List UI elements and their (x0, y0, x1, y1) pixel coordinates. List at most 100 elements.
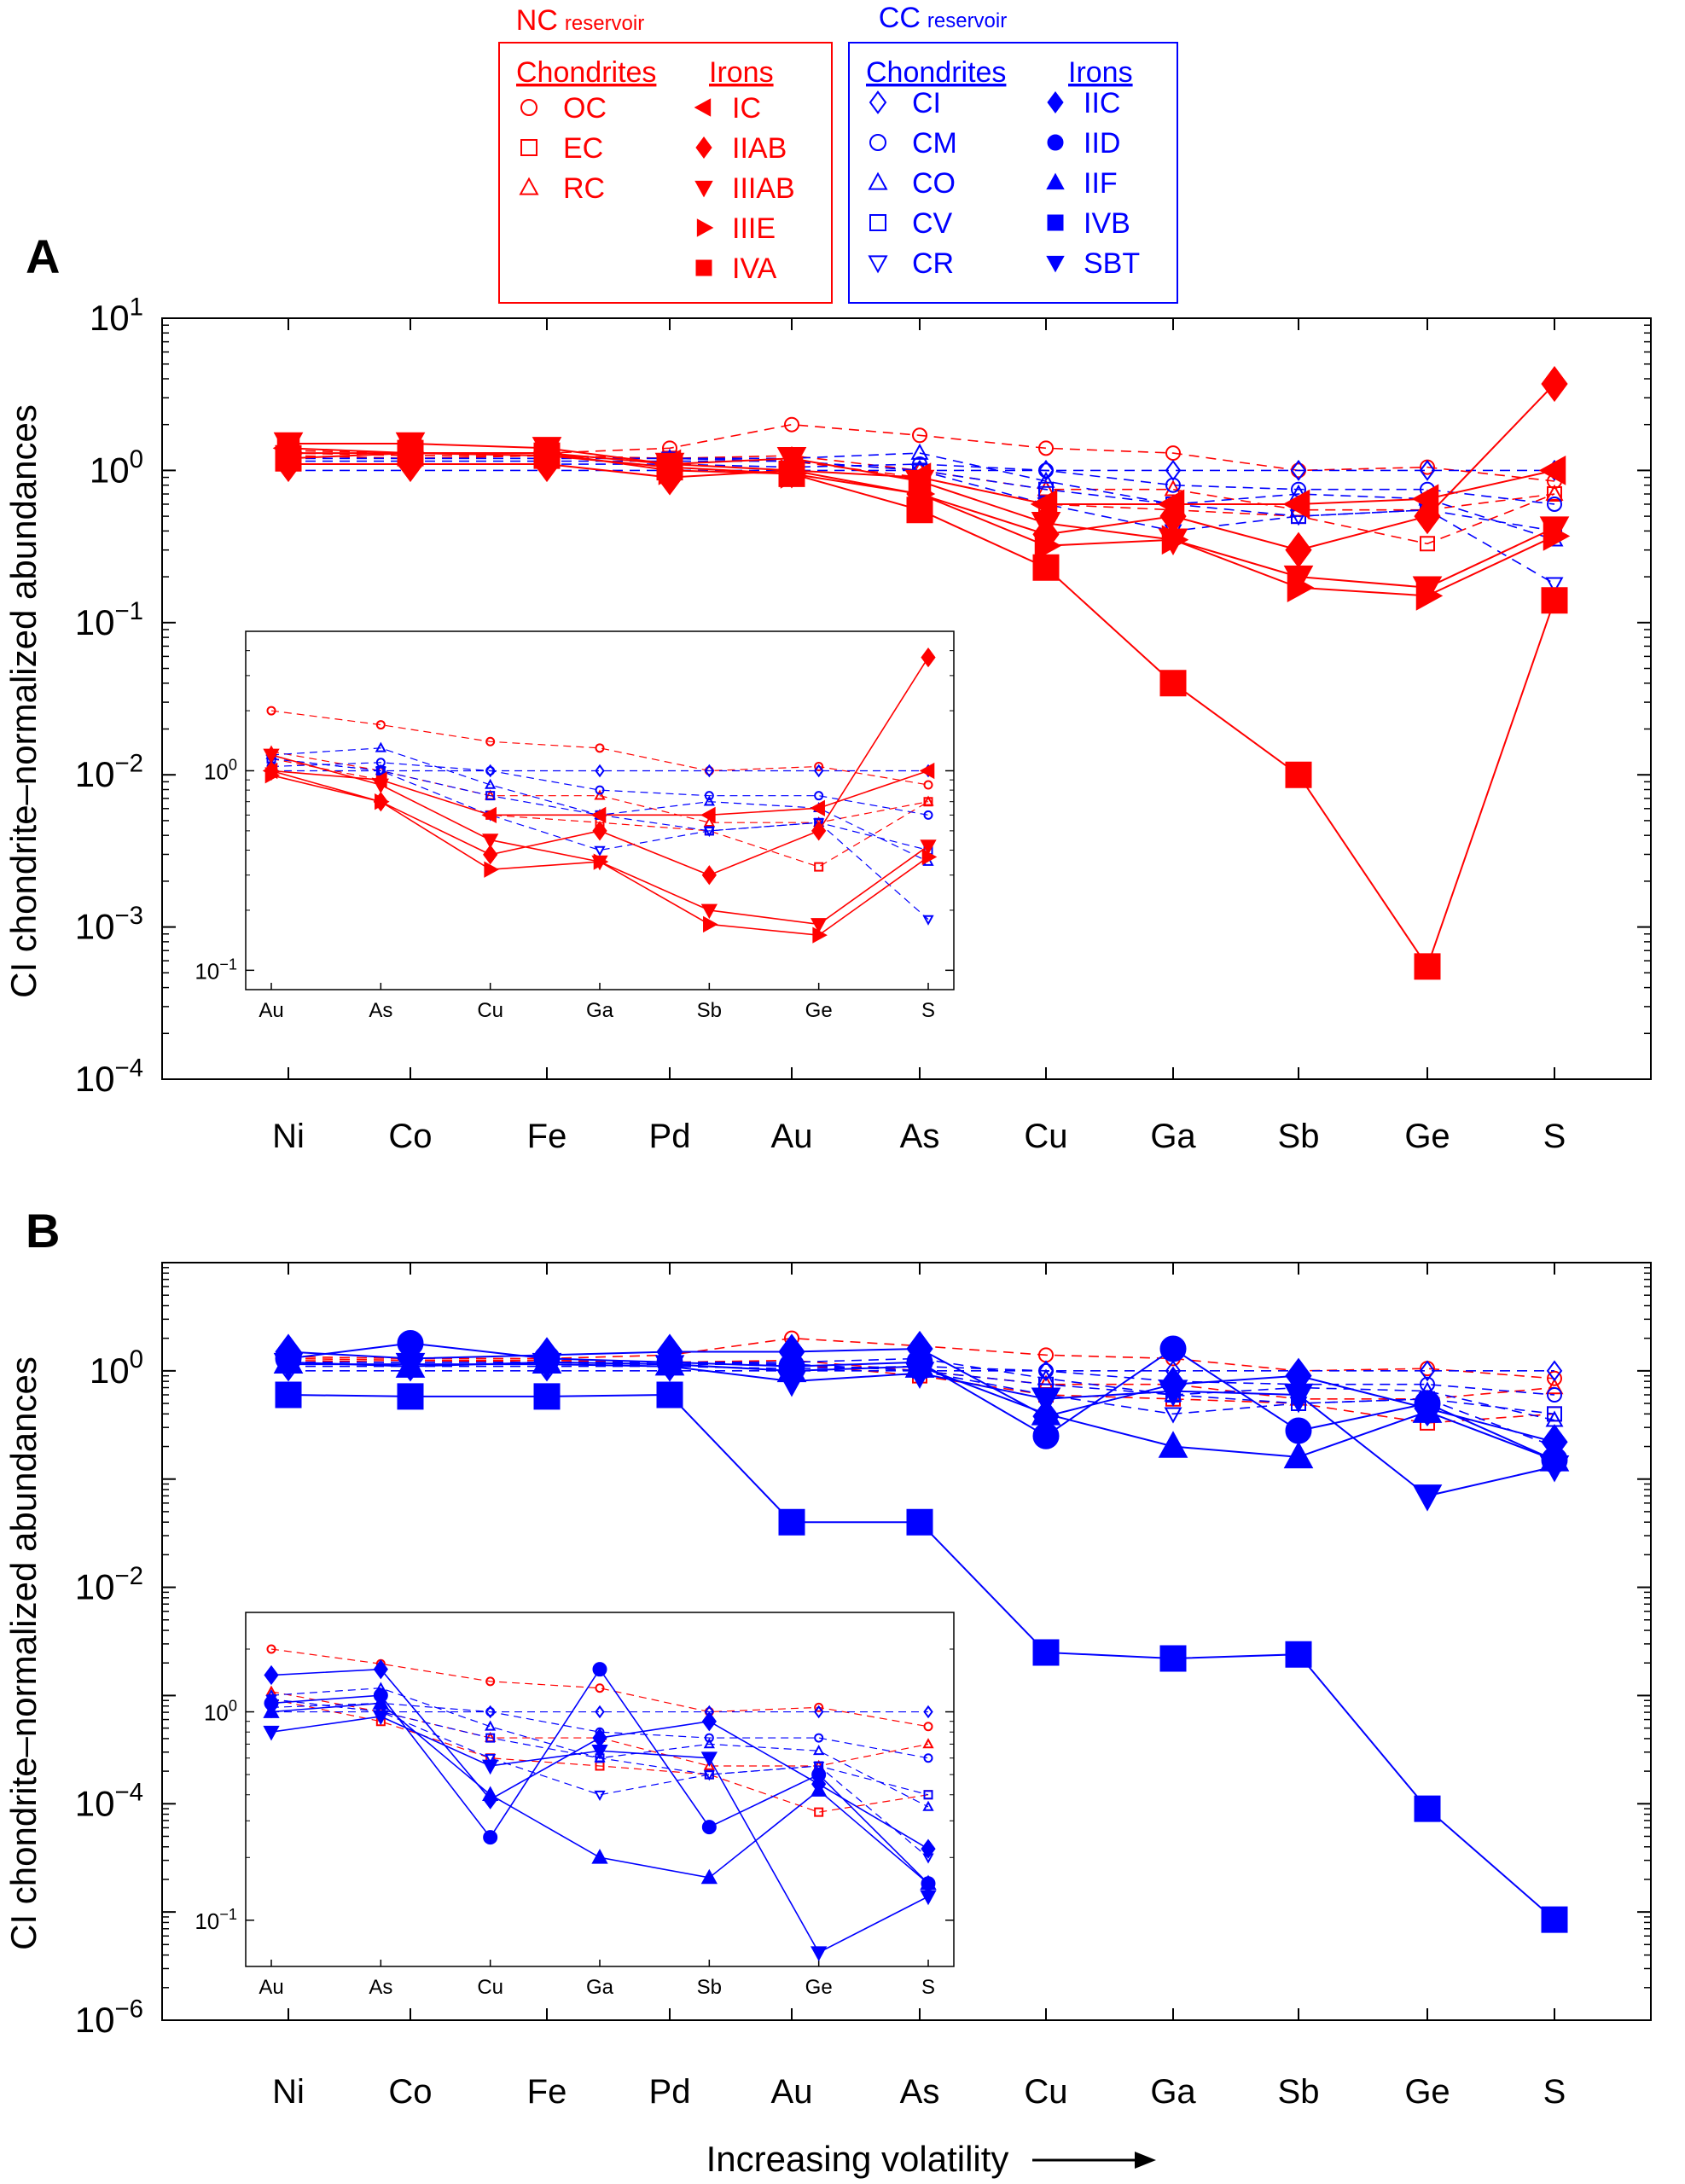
point-iiie-ge (1415, 581, 1444, 611)
inset-x-tick-label-as: As (369, 999, 392, 1022)
inset-point-ec-ge (814, 1807, 824, 1817)
legend-nc-ec-label: EC (563, 132, 603, 165)
legend-cc-co-marker (868, 171, 888, 190)
inset-point-ci-ga (595, 1705, 605, 1719)
inset-point-iif-ga (591, 1849, 608, 1864)
point-ivb-cu (1032, 1639, 1060, 1666)
inset-point-ic-s (919, 762, 935, 780)
x-tick-label-ge: Ge (1404, 1118, 1450, 1155)
x-tick-label-fe: Fe (527, 1118, 567, 1155)
point-ci-s (1546, 1360, 1563, 1382)
inset-point-sbt-as (372, 1710, 389, 1726)
point-ci-cu (1037, 459, 1055, 481)
inset-y-tick-label: 10−1 (195, 1906, 237, 1934)
point-iva-au (778, 460, 805, 487)
legend-cc-chondrites-header: Chondrites (866, 56, 1006, 89)
point-cm-ga (1165, 477, 1181, 493)
point-cm-cu (1038, 462, 1054, 479)
point-iiie-s (1543, 521, 1571, 551)
inset-point-iiiab-au (263, 748, 280, 764)
inset-y-tick-label: 100 (204, 757, 237, 785)
inset-x-tick-label-s: S (921, 1976, 935, 1999)
legend-cc-irons-header: Irons (1068, 56, 1133, 89)
point-sbt-sb (1283, 1383, 1314, 1411)
point-cr-s (1545, 577, 1564, 594)
y-tick-label: 10−4 (75, 1054, 143, 1099)
inset-point-iiab-s (921, 647, 936, 668)
inset-point-iic-as (373, 1659, 388, 1680)
y-tick-label: 10−1 (75, 597, 143, 642)
inset-x-tick-label-ge: Ge (805, 999, 833, 1022)
inset-point-oc-ga (595, 1683, 605, 1693)
inset-point-iiiab-s (920, 839, 937, 855)
inset-point-co-sb (703, 1738, 715, 1749)
legend-cc-ci-marker (869, 90, 887, 114)
inset-point-oc-au (266, 1644, 276, 1654)
inset-point-co-as (375, 741, 386, 752)
inset-point-sbt-ga (591, 1744, 608, 1760)
legend-cc-cm-marker (869, 134, 886, 151)
point-iiie-cu (1034, 531, 1062, 561)
inset-point-rc-ga (594, 789, 606, 800)
legend-nc-iiab-label: IIAB (732, 132, 787, 165)
inset-point-iiie-s (921, 848, 938, 866)
inset-point-oc-s (923, 1722, 933, 1732)
point-iiab-s (1541, 365, 1568, 403)
x-tick-label-ga: Ga (1150, 1118, 1196, 1155)
inset-point-oc-ga (595, 743, 605, 753)
legend-cc-cr-label: CR (912, 247, 954, 280)
inset-point-iiiab-sb (700, 903, 718, 920)
inset-point-cr-sb (703, 1770, 715, 1781)
y-tick-label: 10−2 (75, 1562, 143, 1607)
x-tick-label-cu: Cu (1024, 2073, 1067, 2111)
x-tick-label-co: Co (388, 1118, 432, 1155)
inset-series-line-cr (270, 1699, 929, 1858)
point-cv-s (1547, 1406, 1562, 1422)
inset-point-cr-ga (594, 845, 606, 857)
legend-nc: NC reservoir Chondrites Irons OC EC RC IC IIA… (498, 4, 833, 304)
inset-point-iif-cu (482, 1786, 499, 1802)
inset-point-iif-ge (811, 1781, 828, 1797)
point-co-as (910, 443, 929, 460)
x-tick-label-ge: Ge (1404, 2073, 1450, 2111)
inset-point-ci-ge (813, 764, 824, 778)
legend-cc-ci-label: CI (912, 87, 941, 119)
inset-point-iiiab-as (372, 778, 389, 794)
inset-point-iiie-au (264, 767, 281, 784)
inset-point-iiiab-cu (482, 834, 499, 849)
legend-nc-title: NC reservoir (516, 4, 644, 37)
inset-point-iif-s (920, 1874, 937, 1891)
inset-x-tick-label-ga: Ga (586, 999, 614, 1022)
point-sbt-cu (1031, 1387, 1061, 1415)
point-iva-as (906, 497, 933, 524)
point-rc-s (1545, 484, 1564, 501)
point-iiab-ge (1414, 498, 1441, 535)
inset-point-sbt-s (920, 1890, 937, 1906)
point-iif-ge (1412, 1396, 1443, 1423)
inset-point-ci-cu (485, 764, 496, 778)
inset-point-rc-sb (703, 1759, 715, 1770)
y-tick-label: 10−3 (75, 902, 143, 947)
legend-nc-title-sub: reservoir (565, 12, 644, 35)
point-oc-au (784, 416, 799, 433)
point-ci-ge (1419, 1360, 1436, 1382)
inset-point-cv-s (923, 1790, 933, 1800)
legend-cc-cr-marker (868, 255, 888, 274)
point-ci-ge (1419, 459, 1436, 481)
inset-point-iif-as (372, 1694, 389, 1710)
legend-nc-irons-header: Irons (709, 56, 774, 89)
legend-nc-chondrites-header: Chondrites (516, 56, 656, 89)
inset-point-iid-cu (483, 1830, 498, 1845)
inset-point-oc-as (375, 720, 386, 730)
legend-cc-box (848, 42, 1178, 304)
inset-point-cr-as (375, 766, 386, 777)
inset-point-iiie-ge (812, 926, 828, 944)
inset-point-iiie-cu (484, 861, 499, 878)
legend-nc-rc-label: RC (563, 172, 605, 205)
panel-a-label: A (26, 229, 60, 283)
point-sbt-ge (1412, 1484, 1443, 1512)
panel-b-ylabel: CI chondrite–normalized abundances (3, 1356, 44, 1950)
x-tick-label-pd: Pd (649, 2073, 691, 2111)
inset-point-cr-ga (594, 1790, 606, 1801)
panel-b-label: B (26, 1204, 60, 1258)
